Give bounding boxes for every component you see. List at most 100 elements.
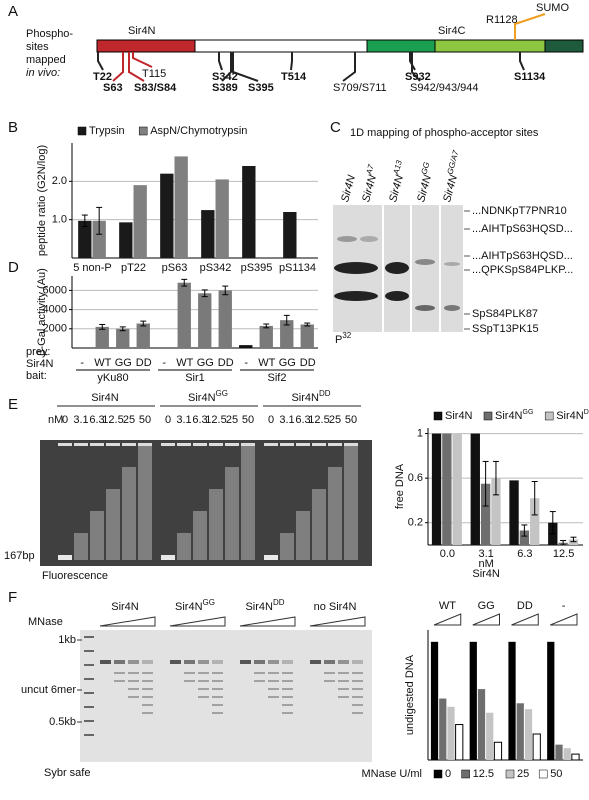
panel-letter: E	[8, 396, 18, 413]
legend-label: Sir4N	[445, 410, 473, 422]
band	[241, 445, 255, 560]
site-line	[132, 52, 153, 68]
bar	[136, 323, 150, 348]
band	[444, 262, 460, 266]
site-label: S389	[212, 82, 238, 94]
x-tick-label: 3.1	[478, 548, 493, 560]
panel-letter: A	[8, 3, 18, 20]
conc-label: 12.5	[102, 414, 123, 426]
band	[184, 660, 195, 664]
bar	[259, 325, 273, 348]
titration-wedge	[99, 616, 156, 627]
titration-wedge	[550, 613, 578, 626]
band	[344, 445, 358, 560]
legend-swatch	[433, 769, 443, 779]
group-label-base: no Sir4N	[314, 601, 357, 613]
panel-letter: B	[8, 119, 18, 136]
lane-label-sup: A7	[364, 163, 376, 176]
band	[352, 712, 363, 714]
band	[280, 533, 294, 560]
band	[282, 672, 293, 674]
lane-label: Sir4NGG/A7	[438, 149, 466, 204]
marker-label: 167bp	[4, 550, 35, 562]
well	[193, 443, 207, 446]
site-line	[290, 52, 293, 71]
map-label: Phospho-	[26, 28, 73, 40]
x-tick-label: pS395	[241, 262, 273, 274]
ladder-band	[84, 678, 94, 680]
band	[142, 660, 153, 664]
band	[352, 680, 363, 682]
band	[142, 688, 153, 690]
lane-label-base: Sir4N	[441, 174, 460, 204]
legend-swatch	[538, 769, 548, 779]
band	[385, 262, 409, 274]
x-tick-label: pS1134	[279, 262, 316, 274]
band	[184, 672, 195, 674]
bar	[442, 433, 452, 545]
x-tick-label: GG	[197, 357, 214, 369]
band	[128, 660, 139, 664]
group-label: Sir1	[185, 372, 205, 384]
well	[209, 443, 223, 446]
bar	[571, 753, 580, 761]
band	[128, 696, 139, 698]
band	[268, 696, 279, 698]
band	[338, 680, 349, 682]
bar	[242, 166, 256, 258]
y-axis-label: peptide ratio (G2N/log)	[36, 145, 48, 256]
band	[142, 712, 153, 714]
conc-label: 25	[226, 414, 238, 426]
well	[225, 443, 239, 446]
bar	[239, 345, 253, 348]
x-tick-label: GG	[115, 357, 132, 369]
well	[74, 443, 88, 446]
x-tick-label: pS63	[162, 262, 188, 274]
band	[268, 680, 279, 682]
lane-label-base: Sir4N	[339, 174, 358, 204]
band	[177, 533, 191, 560]
band	[198, 688, 209, 690]
site-line	[218, 52, 223, 71]
x-tick-label: GG	[478, 600, 495, 612]
group-label: Sir4N	[111, 601, 139, 613]
conc-label: 0	[165, 414, 171, 426]
band	[225, 467, 239, 560]
band	[240, 660, 251, 664]
band	[142, 704, 153, 706]
bar	[452, 433, 462, 545]
legend-name: Sir4N	[495, 410, 523, 422]
x-tick-label: WT	[176, 357, 193, 369]
band	[310, 660, 321, 664]
residue-label: R1128	[486, 14, 518, 26]
bar	[430, 641, 439, 760]
x-tick-label: -	[162, 357, 166, 369]
bar	[524, 709, 533, 760]
y-axis-label: β-Gal activity (Au)	[36, 268, 48, 356]
legend-label: 0	[445, 768, 451, 780]
site-label: S932	[405, 71, 431, 83]
bar	[530, 498, 540, 545]
band	[209, 489, 223, 560]
band	[212, 680, 223, 682]
lane-label-base: Sir4N	[387, 174, 406, 204]
peptide-label: SpS84PLK87	[472, 308, 538, 320]
well	[177, 443, 191, 446]
lane-label: Sir4NGG	[412, 161, 437, 204]
band	[212, 688, 223, 690]
band	[352, 672, 363, 674]
band	[282, 696, 293, 698]
band	[282, 680, 293, 682]
x-axis-label: nM	[478, 558, 493, 570]
gel-f	[80, 630, 372, 762]
map-label: in vivo:	[26, 67, 60, 79]
conc-label: 12.5	[205, 414, 226, 426]
gel-e-bands	[58, 443, 358, 560]
bar	[568, 539, 579, 545]
bar	[177, 282, 191, 348]
band	[268, 660, 279, 664]
band	[338, 672, 349, 674]
site-label: T115	[142, 68, 166, 80]
legend-label: AspN/Chymotrypsin	[150, 125, 247, 137]
conc-label: 6.3	[295, 414, 310, 426]
